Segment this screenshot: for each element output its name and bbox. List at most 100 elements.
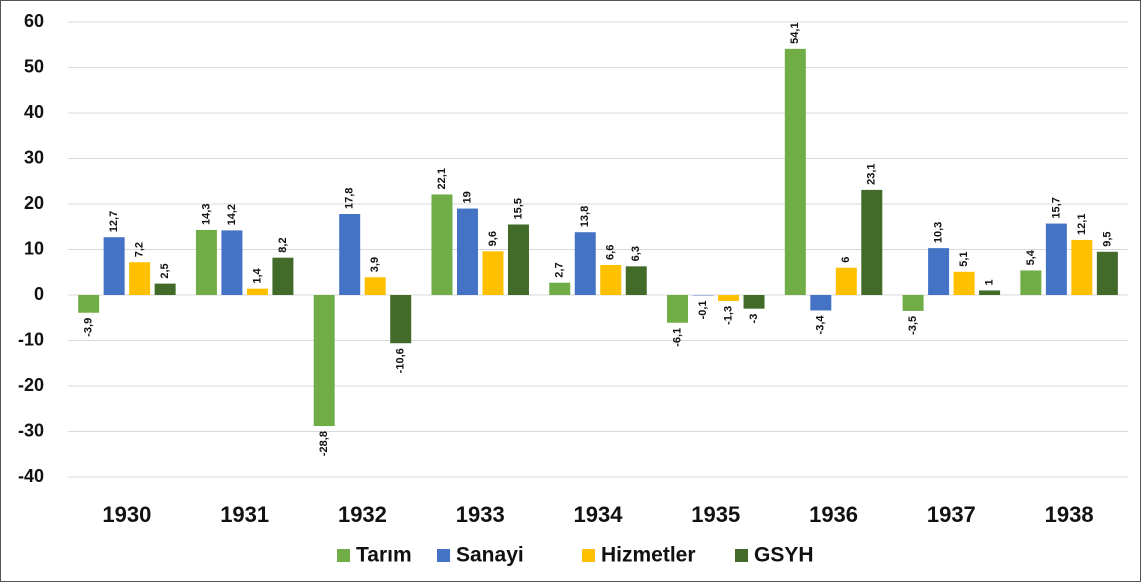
- data-label: 14,3: [200, 204, 212, 225]
- data-label: 12,1: [1076, 214, 1088, 235]
- y-tick-label: 50: [24, 56, 44, 76]
- data-label: 12,7: [108, 211, 120, 232]
- x-tick-label: 1935: [691, 502, 740, 527]
- bar: [1071, 239, 1093, 295]
- bar: [574, 232, 596, 295]
- data-label: -3: [748, 314, 760, 324]
- x-tick-label: 1933: [456, 502, 505, 527]
- data-label: 10,3: [932, 222, 944, 243]
- bar: [625, 266, 647, 295]
- legend-swatch: [337, 549, 350, 562]
- bar: [339, 214, 361, 295]
- bar: [784, 48, 806, 295]
- bar: [456, 208, 478, 295]
- data-label: -0,1: [697, 300, 709, 319]
- data-label: 23,1: [866, 163, 878, 184]
- bar: [482, 251, 504, 295]
- data-label: 9,6: [487, 231, 499, 246]
- bar: [129, 262, 151, 295]
- y-tick-label: 20: [24, 193, 44, 213]
- data-label: 1: [983, 279, 995, 285]
- data-label: -3,5: [907, 316, 919, 335]
- x-tick-label: 1930: [102, 502, 151, 527]
- data-label: 17,8: [344, 188, 356, 209]
- x-tick-label: 1936: [809, 502, 858, 527]
- data-label: -1,3: [722, 306, 734, 325]
- legend-swatch: [735, 549, 748, 562]
- bar: [953, 271, 975, 295]
- data-label: 6,6: [605, 245, 617, 260]
- data-label: 6,3: [630, 246, 642, 261]
- data-label: -3,9: [83, 318, 95, 337]
- bar: [221, 230, 243, 295]
- data-label: 54,1: [789, 22, 801, 43]
- bar: [195, 229, 217, 295]
- bar: [667, 295, 689, 323]
- y-tick-label: 0: [34, 284, 44, 304]
- bar: [246, 288, 268, 295]
- data-label: 6: [840, 257, 852, 263]
- y-tick-label: 30: [24, 147, 44, 167]
- bar: [78, 295, 100, 313]
- x-tick-label: 1934: [574, 502, 624, 527]
- legend-swatch: [582, 549, 595, 562]
- bar: [979, 290, 1001, 295]
- bar: [902, 295, 924, 311]
- bar: [928, 248, 950, 295]
- legend-label: GSYH: [754, 544, 814, 567]
- bar: [272, 257, 294, 295]
- data-label: 5,1: [958, 251, 970, 266]
- bar: [313, 295, 335, 427]
- bar: [364, 277, 386, 295]
- x-tick-label: 1937: [927, 502, 976, 527]
- bar: [507, 224, 529, 295]
- y-tick-label: -40: [18, 466, 44, 486]
- data-label: -28,8: [318, 431, 330, 456]
- bar: [103, 237, 125, 295]
- legend-swatch: [437, 549, 450, 562]
- data-label: 2,5: [159, 263, 171, 278]
- bar: [810, 295, 832, 311]
- x-tick-label: 1932: [338, 502, 387, 527]
- data-label: 15,5: [512, 198, 524, 219]
- y-tick-label: -20: [18, 375, 44, 395]
- bar: [835, 267, 857, 295]
- data-label: 2,7: [554, 262, 566, 277]
- bar: [600, 264, 622, 295]
- y-tick-label: -30: [18, 420, 44, 440]
- bar: [390, 295, 412, 344]
- data-label: 9,5: [1101, 231, 1113, 246]
- x-tick-label: 1931: [220, 502, 269, 527]
- data-label: 15,7: [1050, 197, 1062, 218]
- data-label: 22,1: [436, 168, 448, 189]
- data-label: 8,2: [277, 237, 289, 252]
- bar: [1096, 251, 1118, 295]
- legend-label: Tarım: [356, 544, 412, 567]
- bar: [1020, 270, 1042, 295]
- bar: [154, 283, 176, 295]
- y-tick-label: 60: [24, 11, 44, 31]
- bar: [743, 295, 765, 309]
- y-tick-label: 10: [24, 238, 44, 258]
- bar: [431, 194, 453, 295]
- bar: [718, 295, 740, 301]
- data-label: 19: [461, 191, 473, 203]
- bar: [861, 189, 883, 295]
- data-label: -10,6: [395, 348, 407, 373]
- data-label: 7,2: [134, 242, 146, 257]
- data-label: 5,4: [1025, 249, 1037, 265]
- data-label: 13,8: [579, 206, 591, 227]
- bar: [1045, 223, 1067, 295]
- legend-label: Hizmetler: [601, 544, 696, 567]
- data-label: 1,4: [251, 267, 263, 283]
- data-label: 14,2: [226, 204, 238, 225]
- y-tick-label: -10: [18, 329, 44, 349]
- data-label: 3,9: [369, 257, 381, 272]
- data-label: -6,1: [671, 328, 683, 347]
- bar: [549, 282, 571, 295]
- x-tick-label: 1938: [1045, 502, 1094, 527]
- data-label: -3,4: [815, 315, 827, 335]
- legend-label: Sanayi: [456, 544, 524, 567]
